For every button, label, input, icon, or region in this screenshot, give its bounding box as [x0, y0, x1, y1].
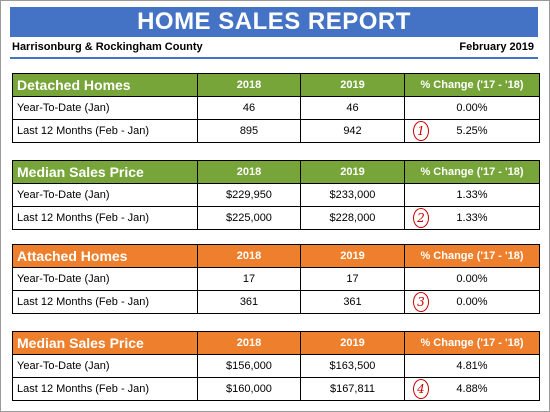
column-header-2019: 2019	[300, 161, 404, 183]
column-header-2018: 2018	[197, 161, 300, 183]
table-row: Last 12 Months (Feb - Jan) 895 942 1 5.2…	[13, 119, 539, 142]
table-row: Year-To-Date (Jan) $156,000 $163,500 4.8…	[13, 354, 539, 377]
table-row: Year-To-Date (Jan) 17 17 0.00%	[13, 267, 539, 290]
value-change: 0.00%	[404, 97, 539, 119]
value-change-cell: 3 0.00%	[404, 291, 539, 313]
column-header-2018: 2018	[197, 245, 300, 267]
detached-homes-table: Detached Homes 2018 2019 % Change ('17 -…	[12, 73, 540, 143]
header-divider	[10, 57, 538, 59]
report-subheader: Harrisonburg & Rockingham County Februar…	[10, 40, 538, 55]
value-2018: $225,000	[197, 207, 300, 229]
column-header-2018: 2018	[197, 332, 300, 354]
row-label: Year-To-Date (Jan)	[17, 360, 110, 372]
value-2019: 361	[300, 291, 404, 313]
value-2018: 46	[197, 97, 300, 119]
table-row: Last 12 Months (Feb - Jan) 361 361 3 0.0…	[13, 290, 539, 313]
table-title: Attached Homes	[17, 248, 128, 264]
value-change: 4.88%	[456, 383, 488, 395]
row-label: Year-To-Date (Jan)	[17, 273, 110, 285]
column-header-2019: 2019	[300, 74, 404, 96]
value-2018: $229,950	[197, 184, 300, 206]
value-change: 0.00%	[456, 296, 488, 308]
table-row: Year-To-Date (Jan) $229,950 $233,000 1.3…	[13, 183, 539, 206]
value-2019: $163,500	[300, 355, 404, 377]
value-2019: $167,811	[300, 378, 404, 400]
column-header-2019: 2019	[300, 332, 404, 354]
column-header-2018: 2018	[197, 74, 300, 96]
value-change: 4.81%	[404, 355, 539, 377]
column-header-2019: 2019	[300, 245, 404, 267]
attached-median-price-table: Median Sales Price 2018 2019 % Change ('…	[12, 331, 540, 401]
value-change: 0.00%	[404, 268, 539, 290]
value-change: 1.33%	[404, 184, 539, 206]
table-header-row: Median Sales Price 2018 2019 % Change ('…	[13, 332, 539, 354]
annotation-circle: 1	[413, 121, 429, 141]
value-2018: 895	[197, 120, 300, 142]
value-2019: 17	[300, 268, 404, 290]
table-row: Last 12 Months (Feb - Jan) $160,000 $167…	[13, 377, 539, 400]
value-change: 5.25%	[456, 125, 488, 137]
table-row: Year-To-Date (Jan) 46 46 0.00%	[13, 96, 539, 119]
row-label: Year-To-Date (Jan)	[17, 189, 110, 201]
table-header-row: Detached Homes 2018 2019 % Change ('17 -…	[13, 74, 539, 96]
value-change: 1.33%	[456, 212, 488, 224]
column-header-change: % Change ('17 - '18)	[404, 332, 539, 354]
table-title: Median Sales Price	[17, 164, 144, 180]
annotation-circle: 4	[413, 379, 429, 399]
column-header-change: % Change ('17 - '18)	[404, 74, 539, 96]
column-header-change: % Change ('17 - '18)	[404, 245, 539, 267]
value-2019: 942	[300, 120, 404, 142]
report-title: HOME SALES REPORT	[10, 7, 538, 37]
row-label: Last 12 Months (Feb - Jan)	[17, 125, 150, 137]
value-2019: $233,000	[300, 184, 404, 206]
value-change-cell: 2 1.33%	[404, 207, 539, 229]
row-label: Last 12 Months (Feb - Jan)	[17, 296, 150, 308]
value-2018: 17	[197, 268, 300, 290]
value-2018: $156,000	[197, 355, 300, 377]
value-2018: $160,000	[197, 378, 300, 400]
report-date: February 2019	[459, 41, 534, 53]
table-header-row: Median Sales Price 2018 2019 % Change ('…	[13, 161, 539, 183]
table-row: Last 12 Months (Feb - Jan) $225,000 $228…	[13, 206, 539, 229]
value-2019: $228,000	[300, 207, 404, 229]
table-title: Detached Homes	[17, 77, 131, 93]
value-2019: 46	[300, 97, 404, 119]
table-title: Median Sales Price	[17, 335, 144, 351]
attached-homes-table: Attached Homes 2018 2019 % Change ('17 -…	[12, 244, 540, 314]
value-2018: 361	[197, 291, 300, 313]
detached-median-price-table: Median Sales Price 2018 2019 % Change ('…	[12, 160, 540, 230]
annotation-circle: 2	[413, 208, 429, 228]
value-change-cell: 1 5.25%	[404, 120, 539, 142]
table-header-row: Attached Homes 2018 2019 % Change ('17 -…	[13, 245, 539, 267]
column-header-change: % Change ('17 - '18)	[404, 161, 539, 183]
value-change-cell: 4 4.88%	[404, 378, 539, 400]
row-label: Year-To-Date (Jan)	[17, 102, 110, 114]
row-label: Last 12 Months (Feb - Jan)	[17, 383, 150, 395]
annotation-circle: 3	[413, 292, 429, 312]
row-label: Last 12 Months (Feb - Jan)	[17, 212, 150, 224]
region-label: Harrisonburg & Rockingham County	[12, 41, 203, 53]
